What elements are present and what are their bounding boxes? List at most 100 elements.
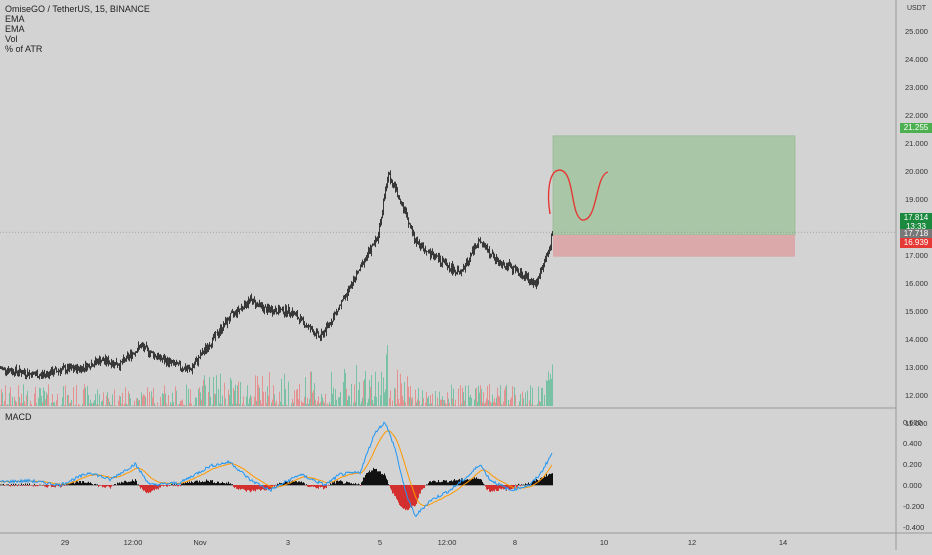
volume-bar: [355, 402, 356, 406]
volume-bar: [47, 395, 48, 406]
macd-hist-bar: [99, 485, 100, 486]
macd-hist-bar: [314, 485, 315, 487]
volume-bar: [168, 395, 169, 406]
macd-signal-line: [0, 431, 552, 506]
volume-bar: [326, 405, 327, 406]
volume-bar: [313, 390, 314, 406]
macd-hist-bar: [0, 485, 1, 486]
volume-bar: [368, 399, 369, 406]
indicator-ema-2[interactable]: EMA: [5, 24, 150, 34]
volume-bar: [470, 395, 471, 406]
macd-hist-bar: [377, 471, 378, 485]
macd-hist-bar: [201, 482, 202, 485]
volume-bar: [202, 386, 203, 406]
volume-bar: [167, 405, 168, 406]
macd-hist-bar: [329, 485, 330, 486]
macd-hist-bar: [273, 485, 274, 486]
volume-bar: [91, 403, 92, 406]
volume-bar: [196, 398, 197, 406]
volume-bar: [505, 387, 506, 406]
volume-bar: [153, 388, 154, 406]
macd-hist-bar: [1, 485, 2, 486]
macd-hist-bar: [241, 485, 242, 489]
volume-bar: [329, 402, 330, 406]
volume-bar: [489, 384, 490, 406]
volume-bar: [165, 393, 166, 406]
macd-hist-bar: [421, 485, 422, 490]
symbol-title[interactable]: OmiseGO / TetherUS, 15, BINANCE: [5, 4, 150, 14]
macd-hist-bar: [422, 485, 423, 489]
macd-hist-bar: [203, 482, 204, 485]
volume-bar: [537, 404, 538, 406]
macd-hist-bar: [177, 485, 178, 486]
volume-bar: [233, 388, 234, 406]
macd-hist-bar: [79, 481, 80, 485]
volume-bar: [114, 389, 115, 406]
volume-bar: [67, 395, 68, 406]
macd-hist-bar: [160, 485, 161, 488]
macd-hist-bar: [9, 485, 10, 486]
macd-hist-bar: [108, 485, 109, 486]
indicator-vol[interactable]: Vol: [5, 34, 150, 44]
volume-bar: [495, 403, 496, 406]
volume-bar: [87, 386, 88, 406]
price-tick-label: 13.000: [905, 363, 928, 372]
volume-bar: [407, 376, 408, 406]
macd-hist-bar: [272, 485, 273, 486]
macd-hist-bar: [359, 484, 360, 485]
macd-hist-bar: [525, 483, 526, 485]
volume-bar: [281, 379, 282, 406]
macd-hist-bar: [524, 485, 525, 486]
volume-bar: [449, 403, 450, 406]
volume-bar: [73, 387, 74, 406]
volume-bar: [496, 398, 497, 406]
volume-bar: [488, 400, 489, 406]
volume-bar: [509, 405, 510, 407]
volume-bar: [451, 385, 452, 406]
macd-hist-bar: [493, 485, 494, 491]
volume-bar: [71, 400, 72, 406]
volume-bar: [292, 399, 293, 406]
volume-bar: [271, 403, 272, 406]
indicator-ema-1[interactable]: EMA: [5, 14, 150, 24]
macd-hist-bar: [360, 485, 361, 486]
volume-bar: [460, 385, 461, 406]
price-tick-label: 14.000: [905, 335, 928, 344]
macd-hist-bar: [444, 480, 445, 485]
volume-bar: [477, 402, 478, 406]
macd-hist-bar: [330, 483, 331, 485]
macd-hist-bar: [437, 482, 438, 485]
macd-hist-bar: [491, 485, 492, 491]
macd-pane-label[interactable]: MACD: [5, 412, 32, 422]
volume-bar: [151, 391, 152, 406]
volume-bar: [255, 375, 256, 406]
macd-hist-bar: [293, 481, 294, 485]
volume-bar: [402, 396, 403, 406]
volume-bar: [503, 402, 504, 406]
price-tick-label: 15.000: [905, 307, 928, 316]
macd-hist-bar: [496, 485, 497, 491]
macd-hist-bar: [386, 479, 387, 486]
macd-hist-bar: [380, 471, 381, 485]
volume-bar: [501, 404, 502, 406]
volume-bar: [195, 397, 196, 406]
volume-bar: [161, 405, 162, 406]
macd-hist-bar: [348, 482, 349, 485]
macd-hist-bar: [393, 485, 394, 493]
macd-hist-bar: [205, 482, 206, 486]
volume-bar: [189, 403, 190, 406]
macd-hist-bar: [342, 482, 343, 486]
macd-hist-bar: [81, 483, 82, 485]
volume-bar: [133, 405, 134, 406]
volume-bar: [204, 375, 205, 406]
volume-bar: [541, 388, 542, 406]
price-tick-label: 16.000: [905, 279, 928, 288]
macd-hist-bar: [253, 485, 254, 491]
macd-hist-bar: [134, 482, 135, 486]
volume-bar: [442, 396, 443, 406]
volume-bar: [106, 395, 107, 406]
macd-hist-bar: [368, 472, 369, 485]
indicator-atr[interactable]: % of ATR: [5, 44, 150, 54]
